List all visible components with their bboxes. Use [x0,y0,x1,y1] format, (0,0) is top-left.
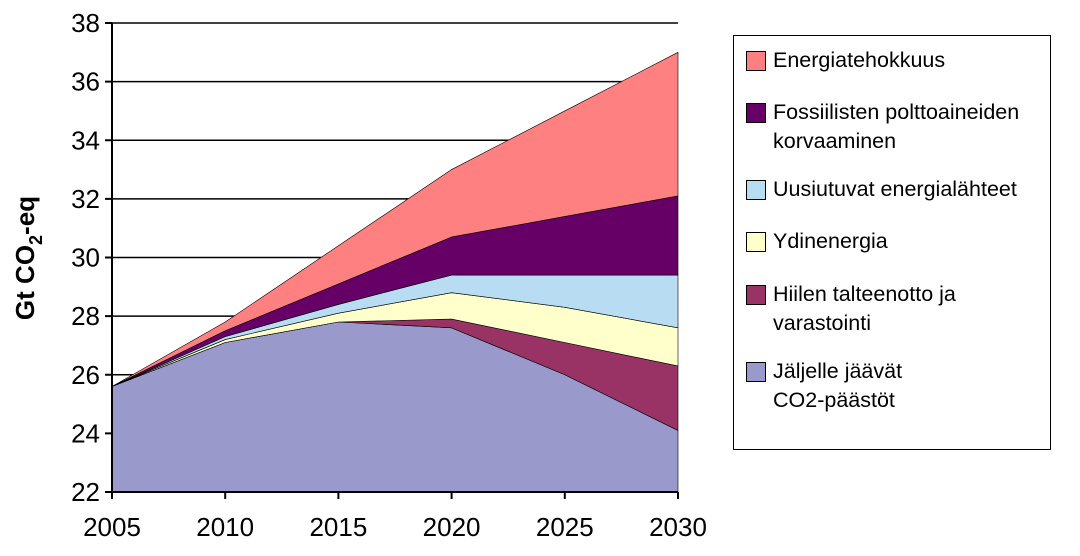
y-axis-title-suffix: -eq [10,196,40,235]
legend-label: Fossiilisten polttoaineiden korvaaminen [773,100,1020,153]
legend-label: Hiilen talteenotto ja varastointi [773,282,956,335]
y-tick-label: 30 [71,243,100,273]
legend-swatch [746,103,766,123]
y-tick-label: 34 [71,125,100,155]
x-axis-ticks: 2005 2010 2015 2020 2025 2030 [83,492,707,542]
legend-label: Ydinenergia [773,229,888,253]
y-tick-label: 26 [71,360,100,390]
legend-item: Ydinenergia [746,227,888,256]
legend-swatch [746,362,766,382]
legend-label: Uusiutuvat energialähteet [773,177,1017,201]
x-tick-label: 2030 [649,512,707,542]
x-tick-label: 2005 [83,512,141,542]
y-axis-title: Gt CO2-eq [10,196,46,320]
y-tick-label: 36 [71,67,100,97]
x-tick-label: 2020 [423,512,481,542]
y-axis-ticks: 22 24 26 28 30 32 34 36 38 [71,8,112,507]
legend-swatch [746,51,766,71]
legend-label: Jäljelle jäävät CO2-päästöt [773,359,903,412]
x-tick-label: 2015 [309,512,367,542]
legend-item: Jäljelle jäävät CO2-päästöt [746,357,902,415]
x-tick-label: 2025 [536,512,594,542]
y-tick-label: 32 [71,184,100,214]
legend-item: Uusiutuvat energialähteet [746,175,1017,204]
area-series-6 [111,52,679,387]
legend: Energiatehokkuus Fossiilisten polttoainei… [733,35,1051,450]
legend-item: Energiatehokkuus [746,46,945,75]
x-tick-label: 2010 [196,512,254,542]
legend-swatch [746,232,766,252]
y-tick-label: 24 [71,418,100,448]
y-tick-label: 28 [71,301,100,331]
legend-swatch [746,285,766,305]
legend-swatch [746,180,766,200]
y-axis-title-subscript: 2 [26,235,46,245]
y-axis-title-main: Gt CO [10,245,40,320]
y-tick-label: 22 [71,477,100,507]
legend-item: Fossiilisten polttoaineiden korvaaminen [746,98,1019,156]
y-tick-label: 38 [71,8,100,38]
legend-item: Hiilen talteenotto ja varastointi [746,280,956,338]
area-series [111,52,679,493]
legend-label: Energiatehokkuus [773,48,946,72]
